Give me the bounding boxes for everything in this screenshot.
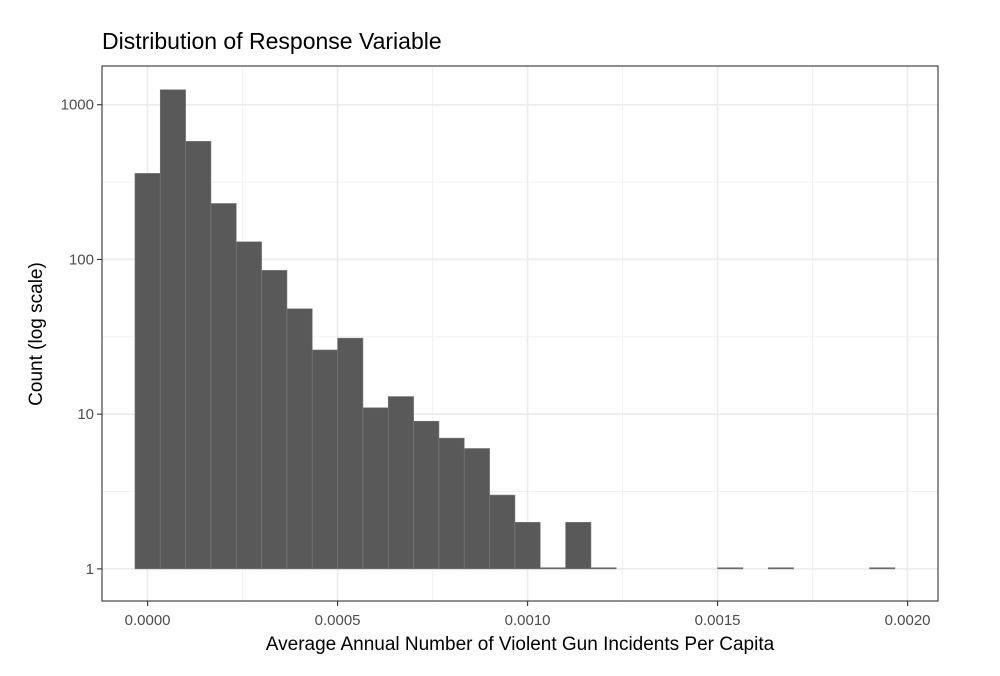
- histogram-bar: [590, 567, 617, 570]
- histogram-bar: [767, 567, 794, 570]
- y-tick-label: 10: [77, 406, 94, 423]
- y-axis-title: Count (log scale): [26, 262, 47, 406]
- x-tick-label: 0.0020: [885, 612, 931, 629]
- x-tick-label: 0.0000: [125, 612, 171, 629]
- y-tick-label: 1: [86, 561, 94, 578]
- histogram-bar: [413, 420, 440, 570]
- histogram-bar: [489, 494, 516, 570]
- histogram-bar: [539, 567, 566, 570]
- histogram-bar: [463, 448, 490, 570]
- plot-panel-border: [101, 65, 939, 602]
- histogram-bar: [514, 522, 541, 570]
- histogram-bar: [438, 437, 465, 570]
- histogram-bars: [134, 89, 896, 570]
- histogram-bar: [717, 567, 744, 570]
- y-tick-label: 100: [69, 251, 94, 268]
- x-tick-label: 0.0005: [315, 612, 361, 629]
- histogram-bar: [362, 407, 389, 570]
- histogram-bar: [210, 203, 237, 570]
- histogram-bar: [337, 337, 364, 570]
- chart-title: Distribution of Response Variable: [102, 28, 442, 54]
- y-axis: 1 10 100 1000: [61, 97, 102, 578]
- histogram-bar: [185, 141, 212, 570]
- histogram-bar: [565, 522, 592, 570]
- histogram-bar: [286, 308, 313, 570]
- histogram-bar: [261, 270, 288, 570]
- grid-lines: [102, 66, 938, 601]
- histogram-bar: [159, 89, 186, 570]
- histogram-bar: [311, 349, 338, 570]
- x-tick-label: 0.0010: [505, 612, 551, 629]
- y-tick-label: 1000: [61, 97, 94, 114]
- histogram-bar: [134, 173, 161, 570]
- x-axis-title: Average Annual Number of Violent Gun Inc…: [266, 634, 775, 655]
- histogram-bar: [387, 396, 414, 570]
- x-axis: 0.0000 0.0005 0.0010 0.0015 0.0020: [125, 601, 931, 629]
- histogram-bar: [235, 241, 262, 570]
- histogram-bar: [869, 567, 896, 570]
- x-tick-label: 0.0015: [695, 612, 741, 629]
